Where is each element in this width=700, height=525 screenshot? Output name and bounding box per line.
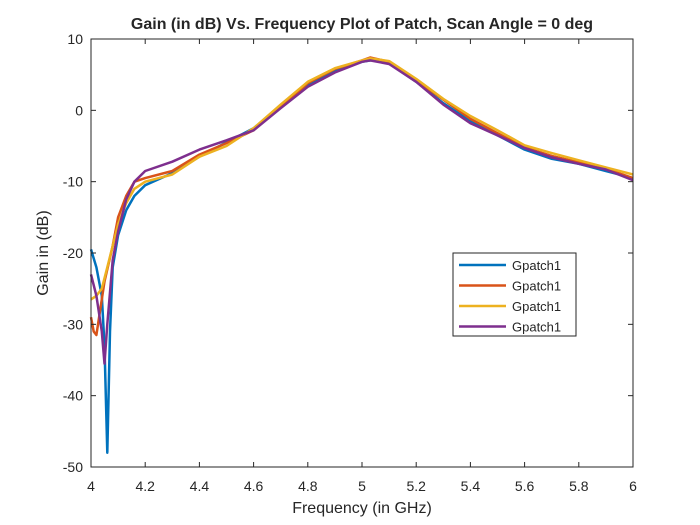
x-axis-ticks: 4 4.2 4.4 4.6 4.8 5 5.2 5.4 5.6 5.8 6 [87,39,637,494]
x-axis-label: Frequency (in GHz) [292,500,432,517]
x-tick-label: 4.2 [135,478,155,494]
legend-label-3: Gpatch1 [512,299,561,314]
legend-label-2: Gpatch1 [512,279,561,294]
legend: Gpatch1 Gpatch1 Gpatch1 Gpatch1 [452,252,577,337]
x-tick-label: 4.8 [298,478,318,494]
y-tick-label: -20 [63,245,83,261]
series-line-3 [90,57,634,301]
x-tick-label: 5 [358,478,366,494]
chart-title: Gain (in dB) Vs. Frequency Plot of Patch… [131,16,593,33]
y-tick-label: 0 [75,102,83,118]
x-tick-label: 4 [87,478,95,494]
y-axis-ticks: 10 0 -10 -20 -30 -40 -50 [63,31,633,475]
y-tick-label: -30 [63,316,83,332]
x-tick-label: 5.8 [569,478,589,494]
series-layer [89,56,634,454]
y-tick-label: 10 [67,31,83,47]
legend-label-4: Gpatch1 [512,320,561,335]
series-line-4 [89,59,634,365]
x-tick-label: 5.4 [461,478,481,494]
x-tick-label: 6 [629,478,637,494]
y-tick-label: -50 [63,459,83,475]
legend-box [452,252,577,337]
legend-label-1: Gpatch1 [512,258,561,273]
x-tick-label: 5.6 [515,478,535,494]
x-tick-label: 4.4 [190,478,210,494]
y-axis-label: Gain in (dB) [35,210,52,295]
legend-items: Gpatch1 Gpatch1 Gpatch1 Gpatch1 [459,258,561,335]
y-tick-label: -10 [63,174,83,190]
x-tick-label: 4.6 [244,478,264,494]
x-tick-label: 5.2 [406,478,426,494]
y-tick-label: -40 [63,388,83,404]
